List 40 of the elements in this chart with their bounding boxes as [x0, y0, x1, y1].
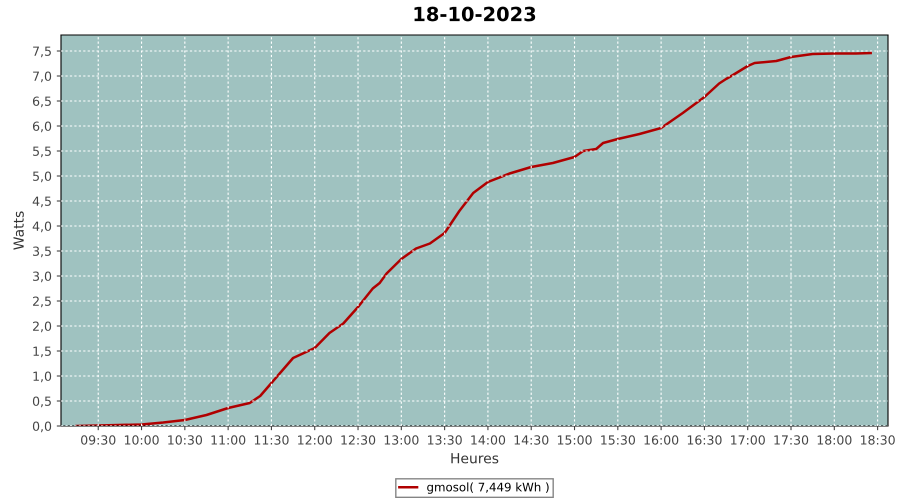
- x-axis-title: Heures: [451, 453, 498, 464]
- y-tick-label: 3,0: [33, 271, 52, 282]
- line-series: [75, 52, 872, 426]
- x-tick-label: 10:30: [168, 435, 202, 445]
- x-tick-label: 12:00: [298, 435, 332, 445]
- y-tick-label: 1,5: [33, 346, 51, 358]
- y-tick-label: 7,5: [33, 46, 51, 58]
- x-tick-label: 18:00: [818, 435, 852, 445]
- x-tick-label: 10:00: [124, 435, 159, 445]
- y-tick-label: 0,0: [32, 421, 52, 432]
- x-tick-label: 17:00: [731, 435, 765, 445]
- x-tick-label: 15:00: [558, 435, 592, 445]
- y-tick-label: 2,0: [33, 321, 52, 332]
- x-tick-label: 14:00: [471, 435, 506, 445]
- x-tick-label: 18:30: [860, 435, 895, 445]
- y-tick-label: 4,5: [32, 196, 51, 208]
- legend-label: gmosol( 7,449 kWh ): [427, 482, 549, 494]
- x-tick-label: 09:30: [81, 435, 116, 445]
- chart-title: 18-10-2023: [414, 6, 536, 22]
- x-tick-label: 13:00: [384, 435, 419, 445]
- x-tick-label: 13:30: [428, 435, 462, 445]
- x-tick-label: 11:00: [211, 435, 246, 445]
- y-tick-label: 1,0: [33, 371, 52, 382]
- x-tick-label: 15:30: [601, 435, 635, 445]
- y-tick-label: 3,5: [33, 246, 51, 258]
- y-tick-label: 6,0: [32, 121, 52, 132]
- x-tick-label: 11:30: [254, 435, 289, 445]
- y-tick-label: 0,5: [32, 396, 51, 408]
- y-tick-label: 5,0: [33, 171, 52, 182]
- y-axis-title: Watts: [14, 211, 24, 250]
- x-tick-label: 14:30: [514, 435, 548, 445]
- y-tick-label: 2,5: [33, 296, 51, 308]
- x-tick-label: 16:30: [688, 435, 722, 445]
- x-tick-label: 12:30: [341, 435, 376, 445]
- y-tick-label: 5,5: [33, 146, 51, 158]
- x-tick-label: 16:00: [644, 435, 678, 445]
- y-tick-label: 6,5: [32, 96, 51, 108]
- x-tick-label: 17:30: [774, 435, 808, 445]
- y-tick-label: 7,0: [33, 71, 52, 82]
- y-tick-label: 4,0: [32, 221, 52, 232]
